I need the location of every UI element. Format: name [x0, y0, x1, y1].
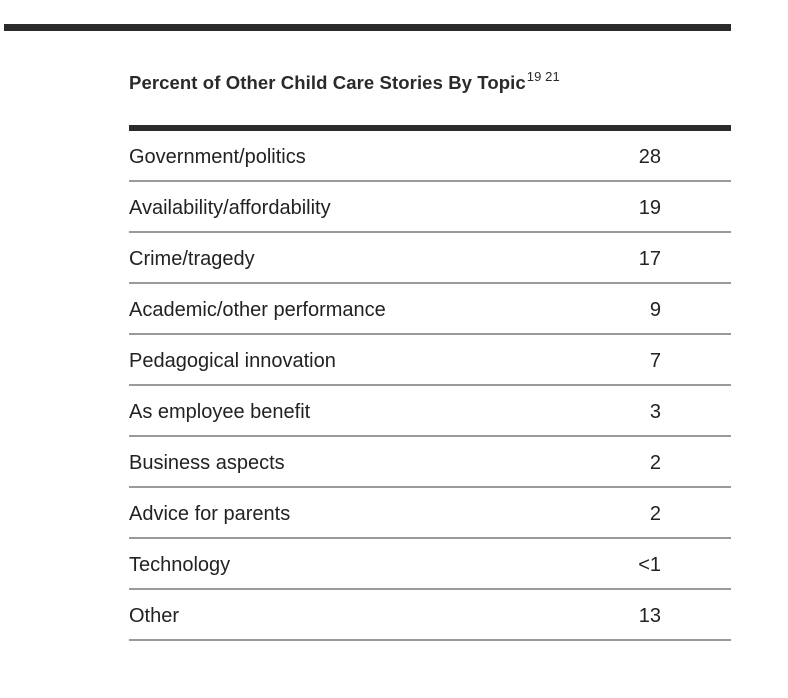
table-title: Percent of Other Child Care Stories By T…: [129, 69, 560, 94]
percent-value: 13: [638, 605, 661, 627]
table-row: Crime/tragedy 17: [129, 233, 731, 284]
topic-label: Advice for parents: [129, 503, 291, 525]
table-row: Government/politics 28: [129, 131, 731, 182]
percent-value: 9: [649, 299, 661, 321]
percent-value: 17: [638, 248, 661, 270]
table-row: Pedagogical innovation 7: [129, 335, 731, 386]
topic-label: Technology: [129, 554, 231, 576]
percent-value: 2: [649, 452, 661, 474]
topic-label: Academic/other performance: [129, 299, 386, 321]
table-row: Business aspects 2: [129, 437, 731, 488]
topic-label: Crime/tragedy: [129, 248, 255, 270]
table-title-text: Percent of Other Child Care Stories By T…: [129, 72, 526, 93]
percent-value: 28: [638, 146, 661, 168]
topic-label: Government/politics: [129, 146, 306, 168]
topic-table: Government/politics 28 Availability/afford…: [129, 131, 731, 641]
table-row: Technology <1: [129, 539, 731, 590]
table-row: Academic/other performance 9: [129, 284, 731, 335]
table-row: Advice for parents 2: [129, 488, 731, 539]
table-header-rule: [129, 125, 731, 131]
percent-value: 19: [638, 197, 661, 219]
top-divider: [4, 24, 731, 31]
percent-value: 2: [649, 503, 661, 525]
percent-value: <1: [638, 554, 661, 576]
percent-value: 7: [649, 350, 661, 372]
topic-label: Availability/affordability: [129, 197, 331, 219]
table-row: Availability/affordability 19: [129, 182, 731, 233]
percent-value: 3: [649, 401, 661, 423]
footnote-references: 19 21: [526, 69, 560, 84]
topic-label: Pedagogical innovation: [129, 350, 336, 372]
table-row: Other 13: [129, 590, 731, 641]
topic-label: Business aspects: [129, 452, 285, 474]
topic-label: Other: [129, 605, 180, 627]
table-row: As employee benefit 3: [129, 386, 731, 437]
topic-label: As employee benefit: [129, 401, 311, 423]
